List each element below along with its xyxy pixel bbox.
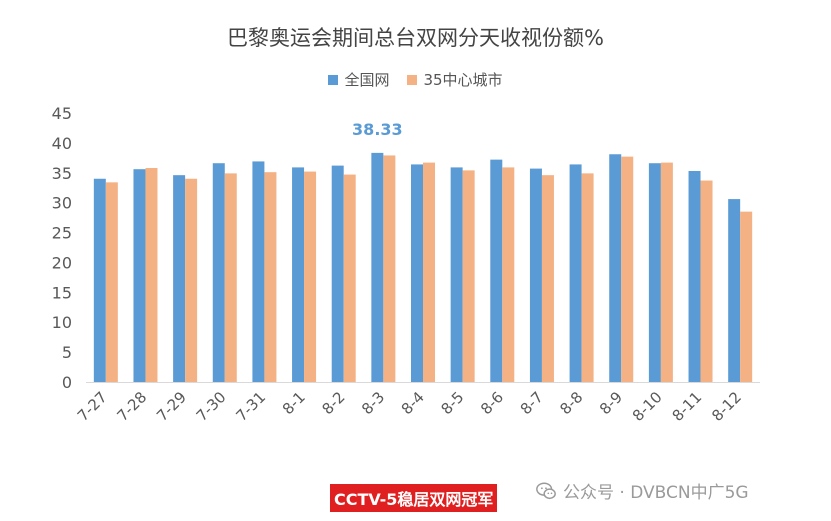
y-tick-label: 5 [62,343,72,362]
y-tick-label: 35 [52,164,72,183]
watermark-text: 公众号 · DVBCN中广5G [563,483,749,503]
y-tick-label: 20 [52,253,72,272]
bar-national [569,164,582,382]
bar-national [648,163,661,382]
x-tick-label: 8-6 [477,388,507,418]
x-tick-label: 7-28 [113,388,150,425]
footer-badge: CCTV-5稳居双网冠军 [330,484,498,512]
x-tick-label: 8-10 [629,388,666,425]
legend-item-national: 全国网 [328,69,389,90]
legend: 全国网 35中心城市 [0,69,831,90]
bar-35-cities [660,162,673,382]
bar-national [411,164,423,382]
bar-35-cities [145,167,158,382]
y-tick-label: 10 [52,313,72,332]
bar-national [490,159,503,382]
x-tick-label: 8-3 [358,388,388,418]
bar-national [609,154,622,382]
bar-national [292,167,305,382]
bar-national [252,161,265,382]
bar-national [450,167,463,382]
x-tick-label: 7-30 [193,388,230,425]
bar-35-cities [502,167,515,382]
bar-35-cities [621,156,634,382]
y-tick-label: 30 [52,194,72,213]
data-label-annotation: 38.33 [352,120,403,139]
bar-35-cities [462,170,475,382]
x-tick-label: 8-11 [669,388,706,425]
x-tick-label: 8-9 [596,388,626,418]
x-tick-label: 8-1 [279,388,309,418]
x-tick-label: 8-2 [318,388,348,418]
bar-national [371,152,384,382]
bar-national [173,175,186,382]
bar-35-cities [105,182,118,382]
bar-national [529,168,542,382]
chart-title: 巴黎奥运会期间总台双网分天收视份额% [227,26,604,50]
bar-national [133,169,146,382]
bar-35-cities [383,155,396,382]
bar-35-cities [700,180,713,382]
x-tick-label: 7-31 [232,388,269,425]
y-tick-label: 0 [62,373,72,392]
bar-national [728,199,741,382]
wechat-icon [536,481,556,499]
bar-35-cities [581,173,594,382]
bar-national [331,165,344,382]
bar-national [212,163,225,382]
x-tick-label: 8-7 [517,388,547,418]
bar-35-cities [423,162,435,382]
bar-35-cities [343,174,356,382]
y-tick-label: 15 [52,283,72,302]
bar-35-cities [740,211,753,382]
watermark: 公众号 · DVBCN中广5G [535,478,749,503]
bar-35-cities [224,173,237,382]
y-tick-label: 45 [52,104,72,123]
bar-35-cities [264,172,277,382]
legend-swatch-national [328,74,339,85]
x-tick-label: 8-8 [556,388,586,418]
x-tick-label: 7-27 [74,388,111,425]
legend-label-national: 全国网 [344,71,390,89]
y-tick-label: 25 [52,224,72,243]
bar-35-cities [185,178,198,382]
y-tick-label: 40 [52,134,72,153]
legend-item-35-cities: 35中心城市 [407,69,503,90]
bar-national [93,178,106,382]
x-tick-label: 8-12 [708,388,745,425]
legend-label-35-cities: 35中心城市 [423,71,503,89]
x-tick-label: 8-4 [398,388,428,418]
x-tick-label: 8-5 [437,388,467,418]
x-tick-label: 7-29 [153,388,190,425]
bar-national [688,170,701,382]
bar-35-cities [541,175,554,382]
bar-35-cities [304,171,317,382]
legend-swatch-35-cities [407,74,418,85]
